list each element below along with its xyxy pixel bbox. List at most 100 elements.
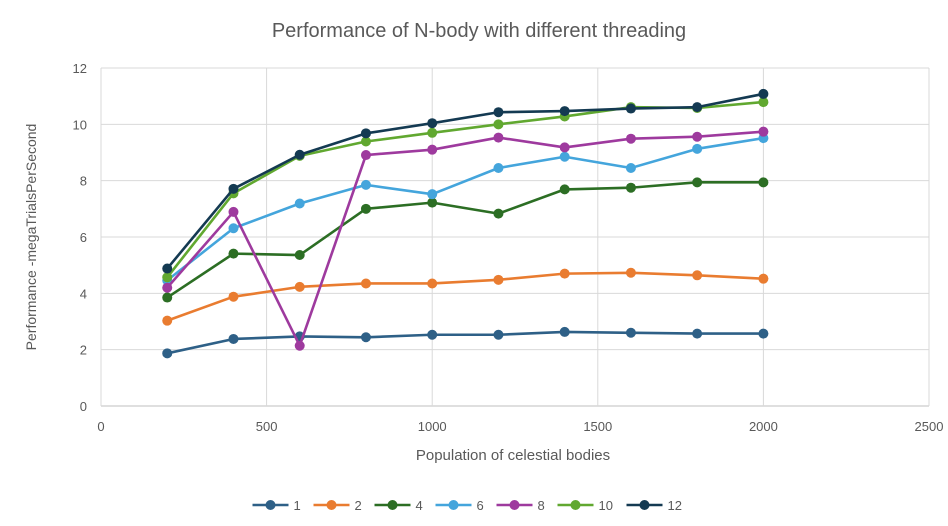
x-tick-label: 500 [256, 419, 278, 434]
data-point [758, 126, 769, 137]
y-tick-label: 4 [80, 286, 87, 301]
x-tick-label: 2500 [915, 419, 944, 434]
data-point [162, 272, 173, 283]
data-point [427, 329, 438, 340]
legend-marker [265, 500, 276, 510]
data-point [692, 143, 703, 154]
data-point [625, 327, 636, 338]
data-point [559, 142, 570, 153]
data-point [493, 274, 504, 285]
series-2 [162, 267, 769, 326]
data-point [294, 340, 305, 351]
data-point [427, 197, 438, 208]
data-point [228, 183, 239, 194]
data-point [559, 106, 570, 117]
data-point [559, 326, 570, 337]
legend-marker [639, 500, 650, 510]
data-point [493, 329, 504, 340]
data-point [294, 149, 305, 160]
data-point [625, 182, 636, 193]
series-line [166, 181, 764, 299]
series-line [166, 92, 764, 270]
data-point [692, 131, 703, 142]
data-point [493, 119, 504, 130]
data-point [360, 278, 371, 289]
data-point [493, 162, 504, 173]
data-point [493, 208, 504, 219]
y-tick-label: 6 [80, 230, 87, 245]
legend-entry: 6 [435, 498, 484, 513]
data-point [228, 248, 239, 259]
data-point [493, 107, 504, 118]
legend-marker [509, 500, 520, 510]
data-point [228, 223, 239, 234]
legend-entry: 2 [313, 498, 362, 513]
legend-label: 1 [294, 498, 301, 513]
data-point [692, 102, 703, 113]
legend-label: 8 [538, 498, 545, 513]
data-point [559, 268, 570, 279]
data-point [162, 263, 173, 274]
legend-label: 6 [477, 498, 484, 513]
series-6 [162, 133, 769, 286]
legend-label: 10 [599, 498, 613, 513]
legend-label: 12 [668, 498, 682, 513]
data-point [360, 203, 371, 214]
data-point [360, 150, 371, 161]
data-point [692, 270, 703, 281]
data-point [493, 132, 504, 143]
legend-entry: 4 [374, 498, 423, 513]
series-1 [162, 326, 769, 359]
x-tick-label: 1000 [418, 419, 447, 434]
data-point [360, 179, 371, 190]
legend-marker [448, 500, 459, 510]
data-point [427, 144, 438, 155]
data-point [692, 177, 703, 188]
series-line [166, 100, 764, 279]
legend-label: 4 [416, 498, 423, 513]
x-axis-label: Population of celestial bodies [416, 447, 610, 464]
y-axis-label: Performance -megaTrialsPerSecond [23, 124, 39, 351]
legend-marker [326, 500, 337, 510]
y-tick-label: 0 [80, 399, 87, 414]
series-4 [162, 177, 769, 303]
legend-entry: 10 [557, 498, 613, 513]
data-point [625, 103, 636, 114]
data-point [360, 332, 371, 343]
data-point [228, 206, 239, 217]
series-group [162, 88, 769, 359]
data-point [427, 118, 438, 129]
series-line [166, 330, 764, 355]
data-point [360, 128, 371, 139]
legend-marker [570, 500, 581, 510]
series-8 [162, 126, 769, 351]
x-tick-label: 1500 [583, 419, 612, 434]
data-point [427, 127, 438, 138]
data-point [625, 133, 636, 144]
series-line [166, 136, 764, 282]
y-axis-ticks: 0 2 4 6 8 10 12 [73, 61, 87, 414]
data-point [758, 177, 769, 188]
data-point [758, 273, 769, 284]
data-point [294, 281, 305, 292]
data-point [559, 151, 570, 162]
data-point [625, 267, 636, 278]
grid [100, 67, 930, 407]
data-point [360, 136, 371, 147]
legend-marker [387, 500, 398, 510]
data-point [162, 282, 173, 293]
data-point [294, 250, 305, 261]
legend: 1 2 4 6 8 10 12 [252, 498, 682, 513]
series-line [166, 130, 764, 348]
data-point [758, 328, 769, 339]
data-point [228, 333, 239, 344]
data-point [228, 291, 239, 302]
data-point [692, 328, 703, 339]
legend-entry: 12 [626, 498, 682, 513]
data-point [427, 189, 438, 200]
y-tick-label: 8 [80, 174, 87, 189]
legend-label: 2 [355, 498, 362, 513]
y-tick-label: 10 [73, 117, 87, 132]
legend-entry: 1 [252, 498, 301, 513]
data-point [758, 88, 769, 99]
